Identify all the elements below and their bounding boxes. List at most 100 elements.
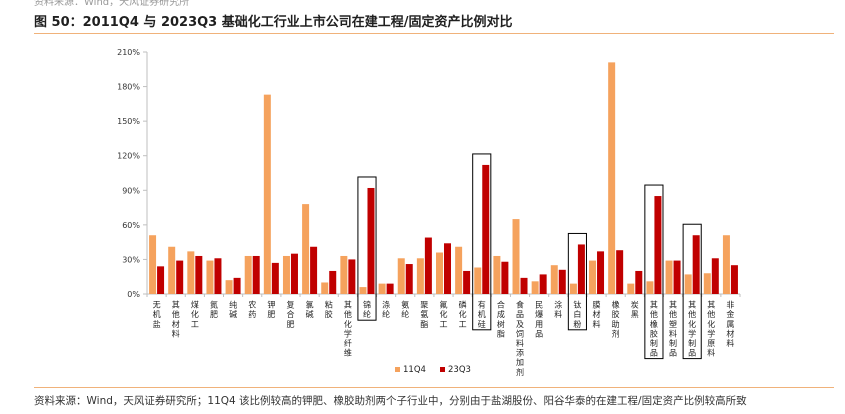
x-category-label: 氨纶	[401, 300, 409, 320]
bar-11q4-22	[569, 283, 577, 294]
legend-11q4-swatch	[395, 367, 400, 372]
highlight-box-17	[472, 153, 492, 331]
y-tick-label: 60%	[122, 221, 140, 230]
bar-23q3-25	[635, 270, 643, 294]
bar-23q3-9	[329, 270, 337, 294]
bar-11q4-27	[665, 260, 673, 294]
bar-11q4-16	[455, 246, 463, 294]
bar-23q3-23	[597, 251, 605, 294]
x-category-label: 橡胶助剂	[612, 300, 620, 339]
x-category-label: 炭黑	[631, 301, 639, 320]
bar-11q4-18	[493, 255, 501, 294]
x-category-label: 煤化工	[191, 300, 199, 329]
x-category-label: 农药	[248, 300, 256, 320]
x-category-label: 其他化学制品	[688, 301, 696, 358]
x-category-label: 其他化学纤维	[344, 301, 352, 358]
y-tick-label: 150%	[117, 117, 140, 126]
bar-23q3-27	[673, 260, 681, 294]
y-tick-label: 0%	[127, 290, 140, 299]
bar-11q4-30	[722, 235, 730, 294]
bar-chart: 0% 30% 60% 90% 120% 150% 180% 210% 无机盐 其他材料 煤化工 氮肥纯…	[117, 48, 741, 377]
x-category-label: 聚氨酯	[420, 301, 428, 329]
bar-11q4-19	[512, 219, 520, 294]
bar-11q4-21	[550, 265, 558, 294]
bar-23q3-29	[711, 258, 719, 294]
bar-23q3-15	[444, 243, 451, 294]
bar-11q4-15	[436, 252, 443, 294]
bar-11q4-10	[340, 255, 348, 294]
highlight-box-11	[357, 176, 377, 321]
y-tick-label: 30%	[122, 255, 140, 264]
bar-23q3-4	[233, 277, 241, 294]
bar-23q3-0	[157, 266, 165, 294]
x-category-label: 膜材料	[593, 300, 601, 329]
bar-23q3-20	[539, 274, 547, 294]
bar-11q4-5	[244, 255, 252, 294]
bar-11q4-12	[378, 283, 386, 294]
bar-23q3-2	[195, 255, 203, 294]
legend-11q4-label: 11Q4	[403, 365, 426, 375]
bar-23q3-16	[463, 270, 471, 294]
bar-11q4-26	[646, 281, 654, 294]
x-category-label: 钛白粉	[573, 300, 581, 329]
x-category-label: 合成树脂	[497, 300, 505, 339]
bar-11q4-25	[627, 283, 635, 294]
bar-23q3-17	[482, 164, 490, 294]
x-category-label: 涂料	[554, 300, 562, 320]
x-category-label: 其他材料	[172, 301, 180, 339]
bar-11q4-4	[225, 280, 233, 294]
bar-23q3-30	[730, 265, 738, 294]
footer-source-note: 资料来源：Wind，天风证券研究所；11Q4 该比例较高的钾肥、橡胶助剂两个子行…	[34, 395, 747, 407]
bar-11q4-17	[474, 267, 482, 294]
top-source-note: 资料来源：Wind，天风证券研究所	[34, 0, 190, 8]
bar-23q3-5	[252, 255, 260, 294]
bar-11q4-14	[416, 258, 424, 294]
legend-23q3-swatch	[440, 367, 445, 372]
y-tick-label: 90%	[122, 186, 140, 195]
x-category-label: 粘胶	[325, 300, 333, 320]
highlight-box-28	[682, 223, 702, 360]
y-tick-label: 120%	[117, 152, 140, 161]
y-tick-label: 210%	[117, 48, 140, 57]
bar-11q4-8	[302, 204, 310, 294]
bar-11q4-1	[168, 246, 176, 294]
bar-11q4-23	[589, 260, 597, 294]
bar-11q4-11	[359, 287, 367, 294]
bar-23q3-7	[290, 253, 298, 294]
x-category-label: 磷化工	[459, 300, 467, 329]
bar-23q3-12	[386, 283, 394, 294]
x-category-label: 氯碱	[306, 300, 314, 320]
bar-11q4-3	[206, 260, 214, 294]
x-category-label: 氟化工	[440, 300, 448, 329]
bar-23q3-10	[348, 259, 356, 294]
bar-11q4-2	[187, 251, 195, 294]
bar-11q4-6	[263, 94, 271, 294]
highlight-box-26	[644, 184, 664, 360]
title-divider	[34, 33, 834, 34]
x-category-label: 复合肥	[286, 300, 294, 329]
x-category-label: 氮肥	[210, 300, 218, 320]
bar-11q4-0	[149, 235, 157, 294]
bar-23q3-22	[577, 244, 585, 294]
x-category-label: 纯碱	[229, 300, 237, 320]
bar-23q3-26	[654, 196, 662, 294]
x-category-label: 其他塑料制品	[669, 301, 677, 358]
x-category-label: 钾肥	[267, 301, 275, 320]
bar-23q3-24	[616, 250, 624, 294]
bar-11q4-7	[282, 255, 290, 294]
bar-23q3-11	[367, 187, 375, 294]
x-category-label: 非金属材料	[726, 300, 734, 348]
bar-11q4-9	[321, 282, 329, 294]
y-tick-label: 180%	[117, 83, 140, 92]
legend-23q3-label: 23Q3	[448, 365, 471, 375]
bar-23q3-8	[310, 246, 318, 294]
bar-11q4-20	[531, 281, 539, 294]
x-category-label: 其他化学原料	[707, 301, 715, 358]
footer-divider	[34, 387, 834, 388]
bar-23q3-13	[405, 264, 413, 294]
x-category-label: 食品及饲料添加剂	[516, 300, 524, 377]
x-category-label: 其他橡胶制品	[650, 301, 658, 358]
bar-11q4-28	[684, 274, 692, 294]
bar-23q3-1	[176, 260, 184, 294]
figure-title: 图 50：2011Q4 与 2023Q3 基础化工行业上市公司在建工程/固定资产…	[34, 15, 513, 30]
